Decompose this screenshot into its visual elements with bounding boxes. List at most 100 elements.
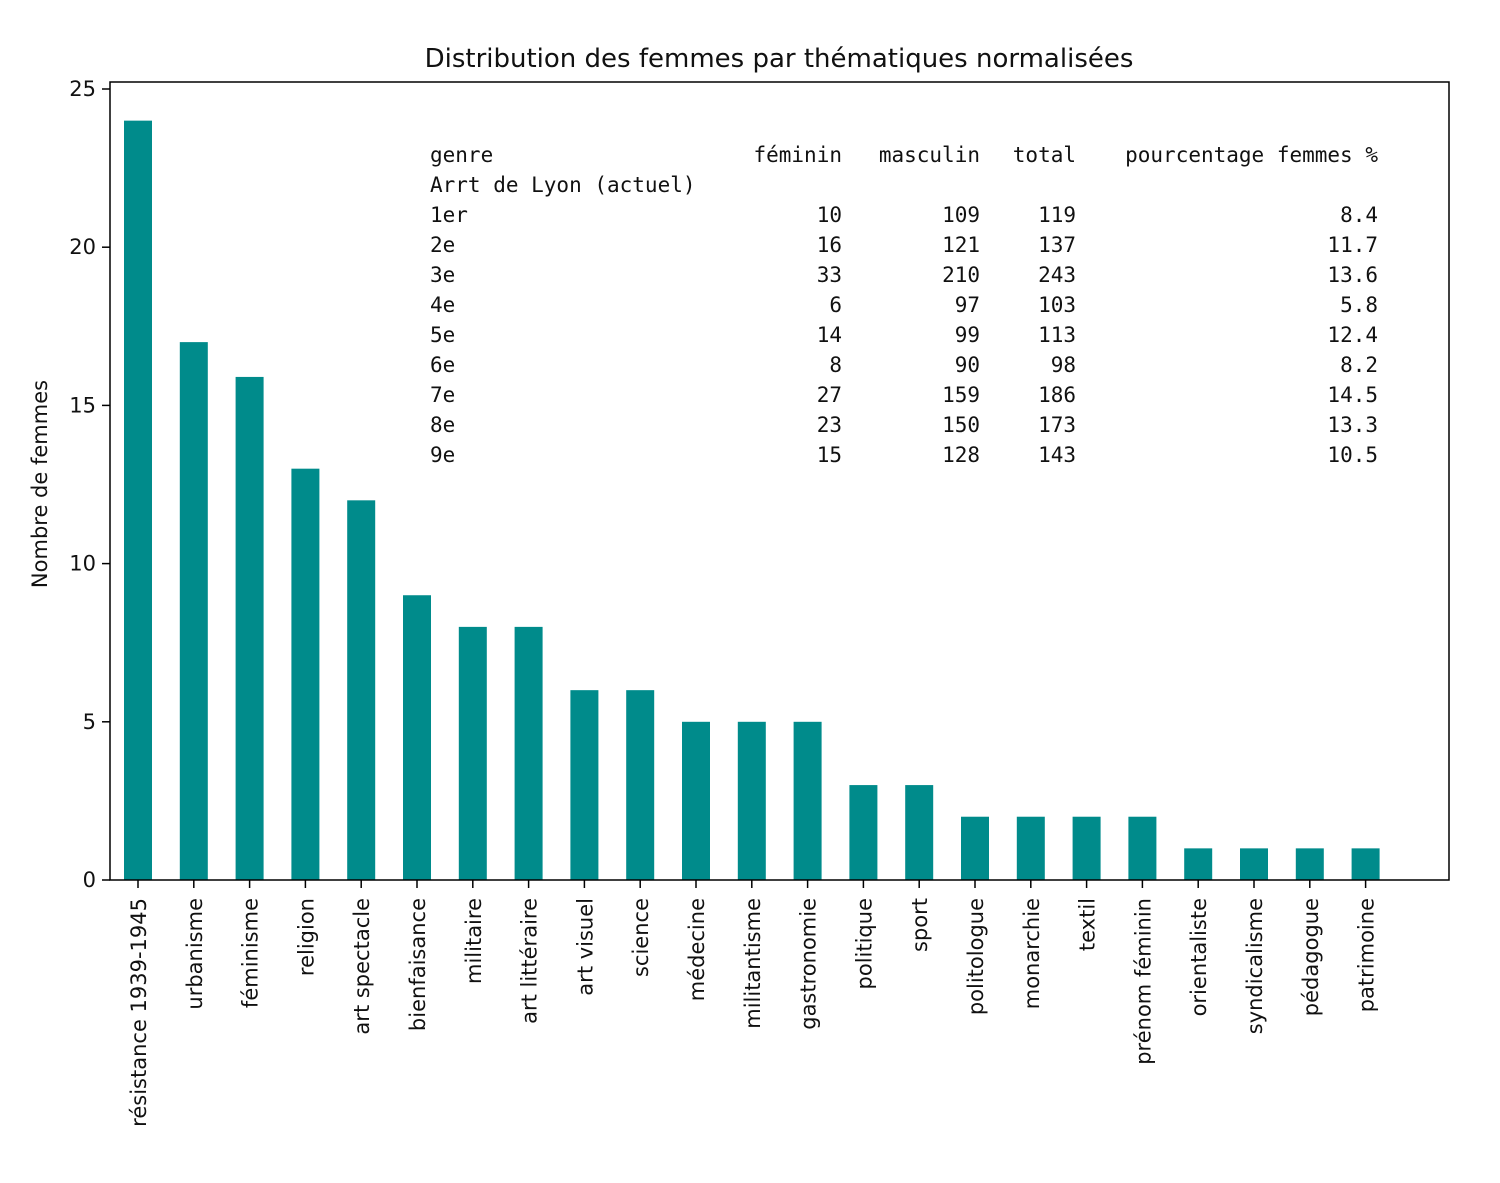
x-tick-label: orientaliste <box>1187 898 1211 1016</box>
bar <box>570 690 599 880</box>
x-tick-label: religion <box>294 898 318 976</box>
table-cell: 150 <box>942 413 980 437</box>
table-cell: 8.2 <box>1340 353 1378 377</box>
bar <box>1128 816 1157 880</box>
bar <box>1295 848 1324 880</box>
x-tick-label: gastronomie <box>797 898 821 1030</box>
x-tick-label: résistance 1939-1945 <box>127 898 151 1127</box>
table-cell: 186 <box>1038 383 1076 407</box>
bar <box>124 120 152 880</box>
table-cell: 143 <box>1038 443 1076 467</box>
table-cell: 8.4 <box>1340 203 1378 227</box>
table-cell: 8 <box>829 353 842 377</box>
table-cell: 113 <box>1038 323 1076 347</box>
x-tick-label: art littéraire <box>518 898 542 1024</box>
x-tick-label: politique <box>852 898 876 989</box>
bar <box>347 500 376 880</box>
bar <box>514 626 543 880</box>
table-cell: 33 <box>817 263 842 287</box>
table-cell: 98 <box>1051 353 1076 377</box>
table-cell: 14 <box>817 323 842 347</box>
table-cell: 11.7 <box>1327 233 1378 257</box>
bars-group <box>124 120 1380 880</box>
bar <box>626 690 655 880</box>
table-header-cell: féminin <box>753 143 842 167</box>
table-cell: 23 <box>817 413 842 437</box>
bar <box>1184 848 1213 880</box>
table-cell: 15 <box>817 443 842 467</box>
table-row-label: 3e <box>430 263 455 287</box>
bar <box>961 816 989 880</box>
x-tick-label: textil <box>1076 898 1100 951</box>
bar <box>1072 816 1101 880</box>
x-tick-label: urbanisme <box>183 898 207 1010</box>
table-header-cell: masculin <box>879 143 980 167</box>
bar <box>905 785 934 880</box>
x-tick-label: monarchie <box>1020 898 1044 1009</box>
chart-title: Distribution des femmes par thématiques … <box>425 44 1134 74</box>
y-axis-label: Nombre de femmes <box>28 380 52 588</box>
table-row-label: 6e <box>430 353 455 377</box>
x-tick-label: médecine <box>685 898 709 1001</box>
table-index-name: Arrt de Lyon (actuel) <box>430 173 696 197</box>
table-cell: 119 <box>1038 203 1076 227</box>
table-row-label: 5e <box>430 323 455 347</box>
table-row-label: 1er <box>430 203 468 227</box>
table-cell: 12.4 <box>1327 323 1378 347</box>
x-tick-label: prénom féminin <box>1131 898 1155 1065</box>
y-tick-label: 15 <box>69 393 96 417</box>
x-tick-label: sport <box>908 898 932 952</box>
y-ticks-group: 0 5 10 15 20 25 <box>69 77 110 892</box>
x-tick-label: politologue <box>964 898 988 1015</box>
table-cell: 128 <box>942 443 980 467</box>
table-cell: 173 <box>1038 413 1076 437</box>
table-cell: 90 <box>955 353 980 377</box>
table-cell: 137 <box>1038 233 1076 257</box>
y-tick-label: 0 <box>83 868 96 892</box>
bar <box>1016 816 1045 880</box>
table-row-label: 2e <box>430 233 455 257</box>
table-cell: 10.5 <box>1327 443 1378 467</box>
x-tick-label: militaire <box>462 898 486 984</box>
table-row-label: 9e <box>430 443 455 467</box>
x-ticks-group: résistance 1939-1945 urbanisme féminisme re… <box>127 880 1379 1127</box>
table-cell: 14.5 <box>1327 383 1378 407</box>
table-row-label: 7e <box>430 383 455 407</box>
table-cell: 6 <box>829 293 842 317</box>
y-tick-label: 25 <box>69 77 96 101</box>
annotation-table: genre féminin masculin total pourcentage fem… <box>430 143 1378 467</box>
x-tick-label: militantisme <box>741 898 765 1029</box>
table-cell: 99 <box>955 323 980 347</box>
table-cell: 27 <box>817 383 842 407</box>
x-tick-label: art visuel <box>573 898 597 996</box>
y-tick-label: 20 <box>69 235 96 259</box>
bar <box>403 595 431 880</box>
table-cell: 121 <box>942 233 980 257</box>
x-tick-label: art spectacle <box>350 898 374 1035</box>
bar <box>235 376 264 880</box>
x-tick-label: patrimoine <box>1355 898 1379 1012</box>
bar <box>849 785 878 880</box>
x-tick-label: science <box>629 898 653 977</box>
x-tick-label: bienfaisance <box>406 898 430 1031</box>
x-tick-label: féminisme <box>239 898 263 1008</box>
table-cell: 210 <box>942 263 980 287</box>
plot-frame <box>109 81 1450 881</box>
table-row-label: 4e <box>430 293 455 317</box>
table-cell: 109 <box>942 203 980 227</box>
y-tick-label: 5 <box>83 710 96 734</box>
table-cell: 13.3 <box>1327 413 1378 437</box>
y-tick-label: 10 <box>69 552 96 576</box>
table-cell: 159 <box>942 383 980 407</box>
bar <box>179 342 208 880</box>
table-cell: 16 <box>817 233 842 257</box>
bar <box>1240 848 1268 880</box>
table-row-label: 8e <box>430 413 455 437</box>
table-header-cell: pourcentage femmes % <box>1125 143 1378 167</box>
table-cell: 5.8 <box>1340 293 1378 317</box>
bar <box>737 721 766 880</box>
table-cell: 103 <box>1038 293 1076 317</box>
bar <box>291 468 320 880</box>
bar <box>682 721 710 880</box>
